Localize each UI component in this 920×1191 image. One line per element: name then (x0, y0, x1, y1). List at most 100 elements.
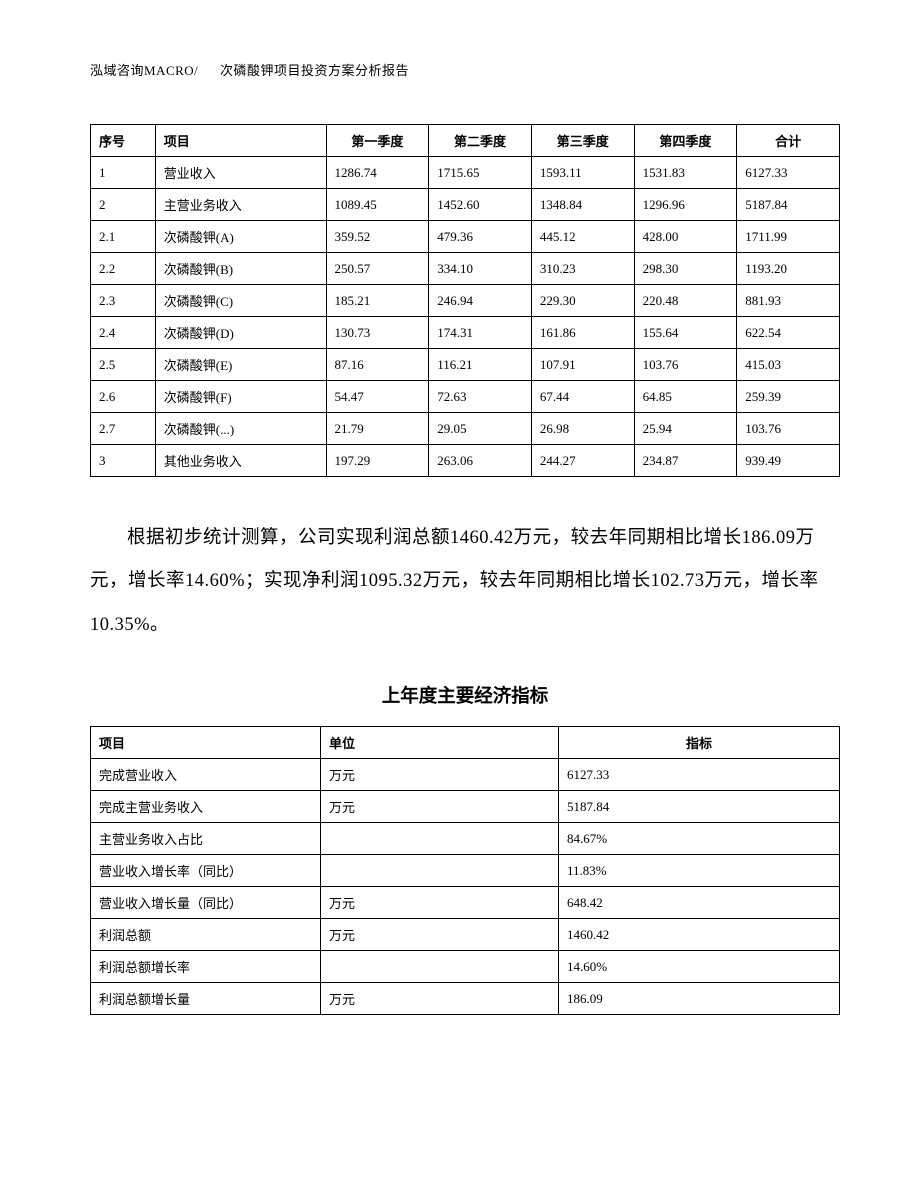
col-q3-header: 第三季度 (531, 125, 634, 157)
table-cell: 428.00 (634, 221, 737, 253)
table-cell: 次磷酸钾(D) (155, 317, 326, 349)
table-row: 利润总额增长量万元186.09 (91, 983, 840, 1015)
table-cell: 利润总额增长量 (91, 983, 321, 1015)
header-company: 泓域咨询MACRO/ (90, 63, 198, 78)
table-cell: 259.39 (737, 381, 840, 413)
table-cell: 次磷酸钾(...) (155, 413, 326, 445)
table-cell: 622.54 (737, 317, 840, 349)
table-cell: 2.2 (91, 253, 156, 285)
table-cell: 186.09 (559, 983, 840, 1015)
table-row: 完成营业收入万元6127.33 (91, 759, 840, 791)
table-cell: 1711.99 (737, 221, 840, 253)
table-cell: 334.10 (429, 253, 532, 285)
table-row: 2.6次磷酸钾(F)54.4772.6367.4464.85259.39 (91, 381, 840, 413)
section-title: 上年度主要经济指标 (90, 682, 840, 708)
table-row: 利润总额万元1460.42 (91, 919, 840, 951)
table-cell: 1286.74 (326, 157, 429, 189)
table-cell: 26.98 (531, 413, 634, 445)
table-cell: 2.3 (91, 285, 156, 317)
table-cell: 2 (91, 189, 156, 221)
table-cell: 2.7 (91, 413, 156, 445)
table-cell: 2.1 (91, 221, 156, 253)
quarterly-revenue-table: 序号 项目 第一季度 第二季度 第三季度 第四季度 合计 1营业收入1286.7… (90, 124, 840, 477)
table-row: 1营业收入1286.741715.651593.111531.836127.33 (91, 157, 840, 189)
table-cell: 1 (91, 157, 156, 189)
table-cell: 次磷酸钾(C) (155, 285, 326, 317)
col-item-header: 项目 (155, 125, 326, 157)
col-q1-header: 第一季度 (326, 125, 429, 157)
table-cell: 1715.65 (429, 157, 532, 189)
table-cell: 14.60% (559, 951, 840, 983)
table-cell: 197.29 (326, 445, 429, 477)
table-cell: 250.57 (326, 253, 429, 285)
table-row: 2.3次磷酸钾(C)185.21246.94229.30220.48881.93 (91, 285, 840, 317)
table-cell: 主营业务收入占比 (91, 823, 321, 855)
table-cell: 其他业务收入 (155, 445, 326, 477)
table-cell: 万元 (321, 759, 559, 791)
table-row: 2.1次磷酸钾(A)359.52479.36445.12428.001711.9… (91, 221, 840, 253)
table-cell: 298.30 (634, 253, 737, 285)
table-header-row: 序号 项目 第一季度 第二季度 第三季度 第四季度 合计 (91, 125, 840, 157)
table-row: 营业收入增长率（同比） 11.83% (91, 855, 840, 887)
table-cell: 103.76 (737, 413, 840, 445)
table-row: 2主营业务收入1089.451452.601348.841296.965187.… (91, 189, 840, 221)
table-cell: 479.36 (429, 221, 532, 253)
table-cell: 161.86 (531, 317, 634, 349)
col-q2-header: 第二季度 (429, 125, 532, 157)
col-seq-header: 序号 (91, 125, 156, 157)
table-cell: 29.05 (429, 413, 532, 445)
table-cell: 次磷酸钾(E) (155, 349, 326, 381)
table-row: 主营业务收入占比 84.67% (91, 823, 840, 855)
col-unit-header: 单位 (321, 727, 559, 759)
table-row: 利润总额增长率14.60% (91, 951, 840, 983)
table-cell: 54.47 (326, 381, 429, 413)
table-cell: 营业收入增长率（同比） (91, 855, 321, 887)
col-q4-header: 第四季度 (634, 125, 737, 157)
table-cell: 11.83% (559, 855, 840, 887)
table-cell (321, 823, 559, 855)
table-cell: 2.5 (91, 349, 156, 381)
col-value-header: 指标 (559, 727, 840, 759)
table-row: 完成主营业务收入万元5187.84 (91, 791, 840, 823)
table-row: 2.2次磷酸钾(B)250.57334.10310.23298.301193.2… (91, 253, 840, 285)
economic-indicators-table: 项目 单位 指标 完成营业收入万元6127.33完成主营业务收入万元5187.8… (90, 726, 840, 1015)
table-cell: 次磷酸钾(F) (155, 381, 326, 413)
table-cell (321, 855, 559, 887)
table-cell: 完成主营业务收入 (91, 791, 321, 823)
table-cell: 1193.20 (737, 253, 840, 285)
table-cell: 1296.96 (634, 189, 737, 221)
table-cell: 主营业务收入 (155, 189, 326, 221)
table-header-row: 项目 单位 指标 (91, 727, 840, 759)
table-cell: 229.30 (531, 285, 634, 317)
table-cell: 完成营业收入 (91, 759, 321, 791)
table-cell: 1089.45 (326, 189, 429, 221)
table-cell: 174.31 (429, 317, 532, 349)
table-cell: 次磷酸钾(B) (155, 253, 326, 285)
table-cell: 万元 (321, 983, 559, 1015)
table-row: 营业收入增长量（同比）万元648.42 (91, 887, 840, 919)
table-cell: 2.4 (91, 317, 156, 349)
table-cell: 103.76 (634, 349, 737, 381)
table-cell: 6127.33 (737, 157, 840, 189)
table-cell: 72.63 (429, 381, 532, 413)
table-cell: 130.73 (326, 317, 429, 349)
header-title: 次磷酸钾项目投资方案分析报告 (220, 63, 409, 78)
table-cell: 116.21 (429, 349, 532, 381)
table-cell: 310.23 (531, 253, 634, 285)
table-cell: 1460.42 (559, 919, 840, 951)
table-cell: 244.27 (531, 445, 634, 477)
table-cell: 415.03 (737, 349, 840, 381)
table-row: 3其他业务收入197.29263.06244.27234.87939.49 (91, 445, 840, 477)
table-cell (321, 951, 559, 983)
table-cell: 185.21 (326, 285, 429, 317)
table-cell: 939.49 (737, 445, 840, 477)
table-cell: 220.48 (634, 285, 737, 317)
table-cell: 2.6 (91, 381, 156, 413)
table-cell: 155.64 (634, 317, 737, 349)
table-cell: 1531.83 (634, 157, 737, 189)
table-cell: 84.67% (559, 823, 840, 855)
table-cell: 67.44 (531, 381, 634, 413)
table-cell: 881.93 (737, 285, 840, 317)
table-cell: 359.52 (326, 221, 429, 253)
table-cell: 次磷酸钾(A) (155, 221, 326, 253)
